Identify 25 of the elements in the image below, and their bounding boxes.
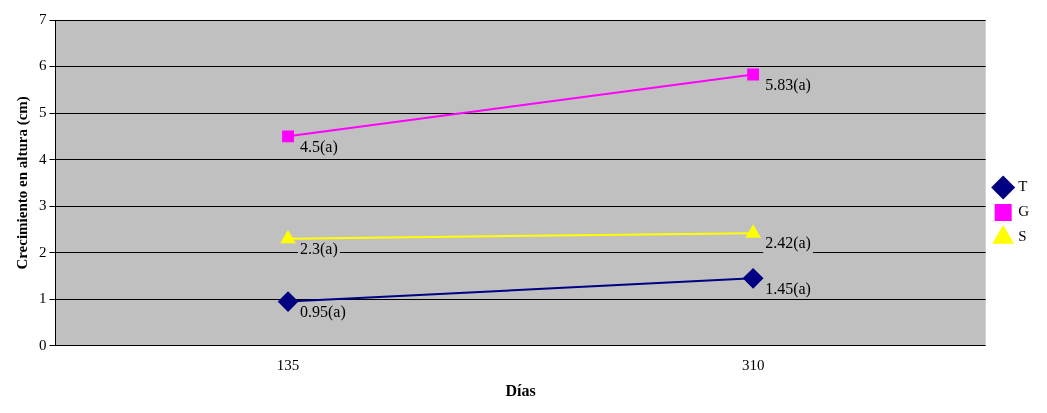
y-axis-title: Crecimiento en altura (cm) — [13, 96, 31, 270]
data-label: 5.83(a) — [765, 75, 811, 94]
x-tick-label: 310 — [741, 356, 765, 373]
data-label: 4.5(a) — [300, 137, 338, 156]
y-tick-label: 0 — [39, 336, 47, 353]
point — [282, 130, 294, 143]
data-label: 2.3(a) — [300, 239, 338, 258]
y-tick-label: 5 — [39, 104, 47, 121]
y-tick-label: 1 — [39, 290, 47, 307]
y-tick-label: 2 — [39, 243, 47, 260]
data-label: 1.45(a) — [765, 279, 811, 298]
y-tick-label: 7 — [39, 10, 47, 27]
legend-label: S — [1018, 228, 1027, 245]
data-label: 2.42(a) — [765, 234, 811, 253]
point — [747, 68, 760, 81]
legend-label: G — [1018, 203, 1030, 220]
data-label: 0.95(a) — [300, 302, 346, 321]
y-tick-label: 6 — [39, 57, 47, 74]
x-axis-title: Días — [505, 381, 536, 399]
legend-label: T — [1018, 178, 1028, 195]
point — [743, 268, 764, 289]
y-tick-label: 4 — [39, 150, 47, 167]
y-tick-label: 3 — [39, 197, 47, 214]
x-tick-label: 135 — [276, 356, 300, 373]
point — [278, 291, 299, 312]
